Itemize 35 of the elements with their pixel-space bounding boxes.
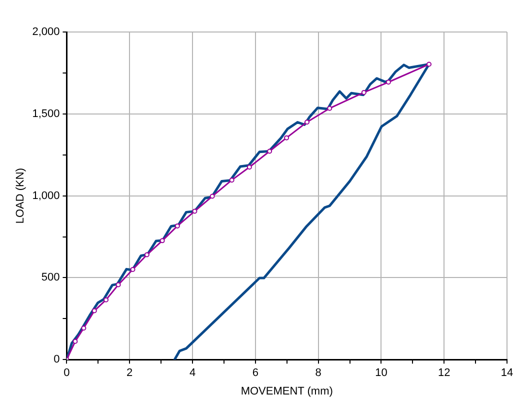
x-tick-label: 4	[189, 367, 196, 380]
x-tick-label: 0	[64, 367, 70, 380]
point	[327, 106, 332, 111]
x-tick-label: 8	[315, 367, 322, 380]
y-tick-label: 1,500	[32, 108, 60, 120]
point	[116, 282, 121, 288]
x-axis-title: MOVEMENT (mm)	[240, 385, 333, 398]
point	[160, 238, 165, 244]
x-tick-label: 10	[375, 367, 388, 380]
y-tick-label: 1,000	[32, 190, 60, 202]
x-tick-label: 12	[438, 367, 450, 380]
y-tick-label: 500	[41, 272, 60, 284]
point	[304, 120, 310, 125]
point	[229, 178, 234, 183]
point	[361, 90, 366, 95]
point	[92, 308, 97, 314]
point	[386, 80, 391, 85]
y-tick-label: 2,000	[32, 26, 60, 38]
point	[210, 194, 215, 199]
point	[174, 223, 180, 228]
point	[267, 148, 272, 154]
x-tick-label: 6	[252, 367, 258, 380]
y-axis-title: LOAD (KN)	[14, 168, 27, 224]
point	[144, 252, 150, 258]
y-tick-label: 0	[54, 354, 60, 366]
point	[130, 267, 136, 272]
point	[284, 135, 290, 140]
point	[192, 208, 198, 214]
point	[81, 326, 86, 331]
point	[246, 164, 252, 170]
point	[426, 62, 432, 67]
point	[72, 338, 78, 344]
x-tick-label: 14	[500, 367, 514, 380]
x-tick-label: 2	[126, 367, 133, 380]
point	[104, 297, 109, 302]
